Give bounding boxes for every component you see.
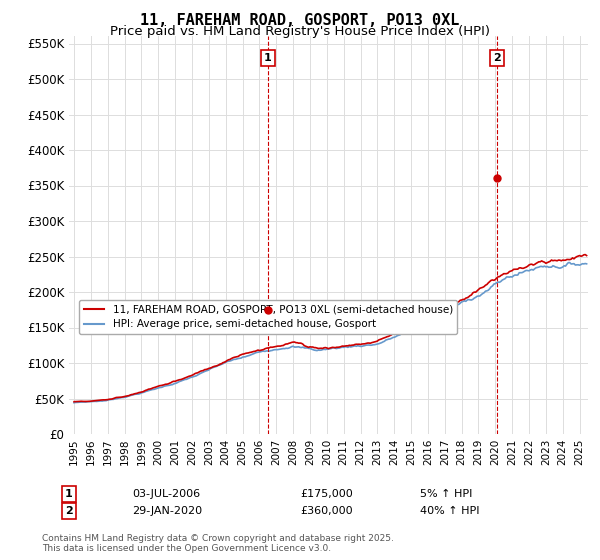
Text: 11, FAREHAM ROAD, GOSPORT, PO13 0XL: 11, FAREHAM ROAD, GOSPORT, PO13 0XL — [140, 13, 460, 28]
Text: 1: 1 — [264, 53, 272, 63]
Text: 29-JAN-2020: 29-JAN-2020 — [132, 506, 202, 516]
Text: 5% ↑ HPI: 5% ↑ HPI — [420, 489, 472, 499]
Text: £175,000: £175,000 — [300, 489, 353, 499]
Text: 2: 2 — [65, 506, 73, 516]
Text: Price paid vs. HM Land Registry's House Price Index (HPI): Price paid vs. HM Land Registry's House … — [110, 25, 490, 38]
Legend: 11, FAREHAM ROAD, GOSPORT, PO13 0XL (semi-detached house), HPI: Average price, s: 11, FAREHAM ROAD, GOSPORT, PO13 0XL (sem… — [79, 300, 457, 334]
Text: 1: 1 — [65, 489, 73, 499]
Text: Contains HM Land Registry data © Crown copyright and database right 2025.
This d: Contains HM Land Registry data © Crown c… — [42, 534, 394, 553]
Text: 40% ↑ HPI: 40% ↑ HPI — [420, 506, 479, 516]
Text: £360,000: £360,000 — [300, 506, 353, 516]
Text: 2: 2 — [493, 53, 500, 63]
Text: 03-JUL-2006: 03-JUL-2006 — [132, 489, 200, 499]
